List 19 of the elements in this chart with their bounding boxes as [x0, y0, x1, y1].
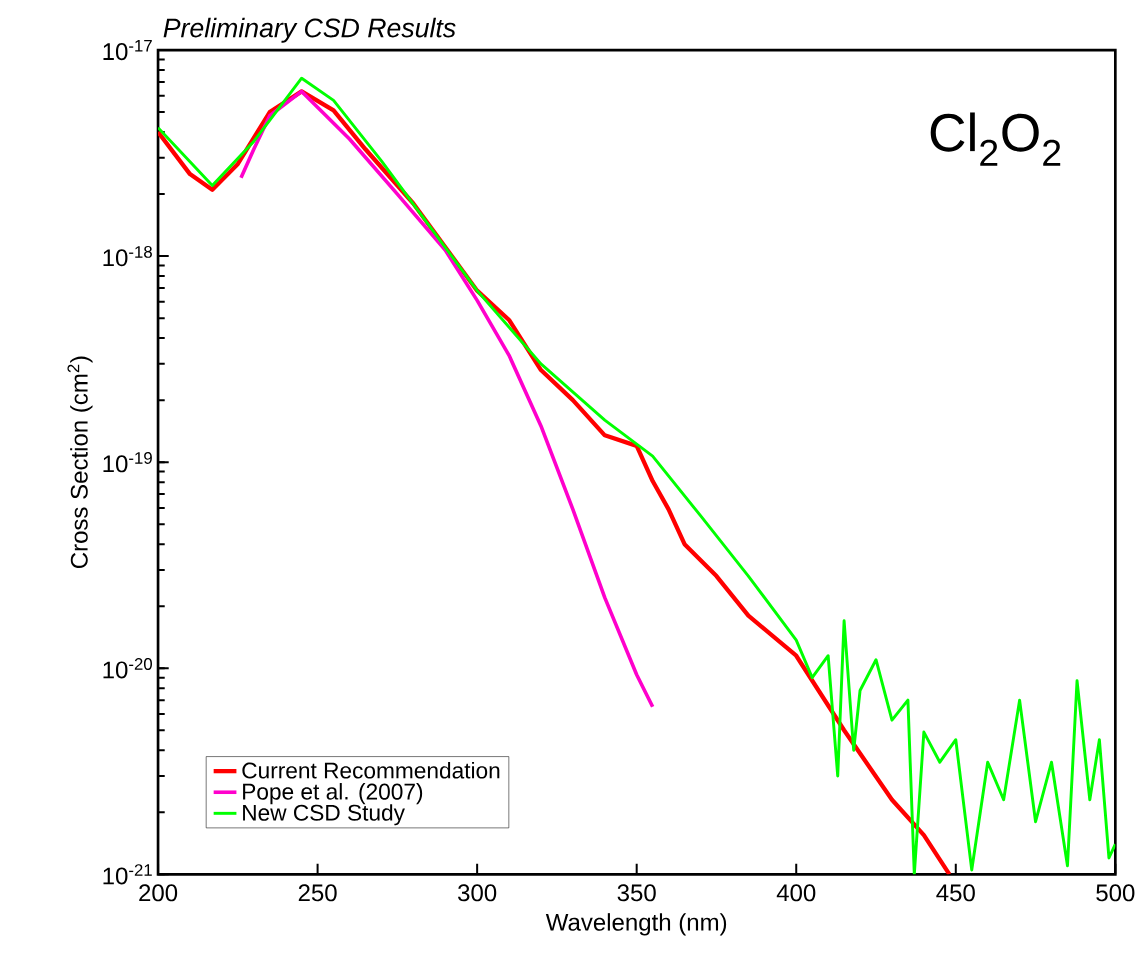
y-axis-title: Cross Section (cm$^{2}$): [67, 356, 93, 568]
annotation: Cl$_{2}$O$_{2}$: [930, 112, 1061, 166]
y-tick-label: 10$^{-18}$: [103, 245, 152, 267]
x-tick-label: 300: [458, 884, 497, 902]
y-tick-label: 10$^{-19}$: [103, 451, 152, 473]
x-tick-label: 400: [776, 884, 816, 902]
x-axis-title: Wavelength (nm): [545, 913, 727, 936]
x-tick-label: 200: [139, 884, 178, 902]
y-tick-label: 10$^{-17}$: [103, 39, 152, 60]
legend-label: Current Recommendation: [242, 761, 500, 779]
x-tick-label: 250: [298, 884, 337, 902]
x-tick-label: 350: [617, 884, 656, 902]
x-tick-label: 500: [1096, 884, 1135, 902]
y-tick-label: 10$^{-20}$: [103, 657, 152, 679]
legend-label: Pope et al. (2007): [243, 782, 423, 805]
x-tick-label: 450: [936, 884, 975, 902]
line-series: [239, 89, 655, 709]
chart-title: Preliminary CSD Results: [163, 17, 456, 43]
y-tick-label: 10$^{-21}$: [103, 864, 152, 885]
